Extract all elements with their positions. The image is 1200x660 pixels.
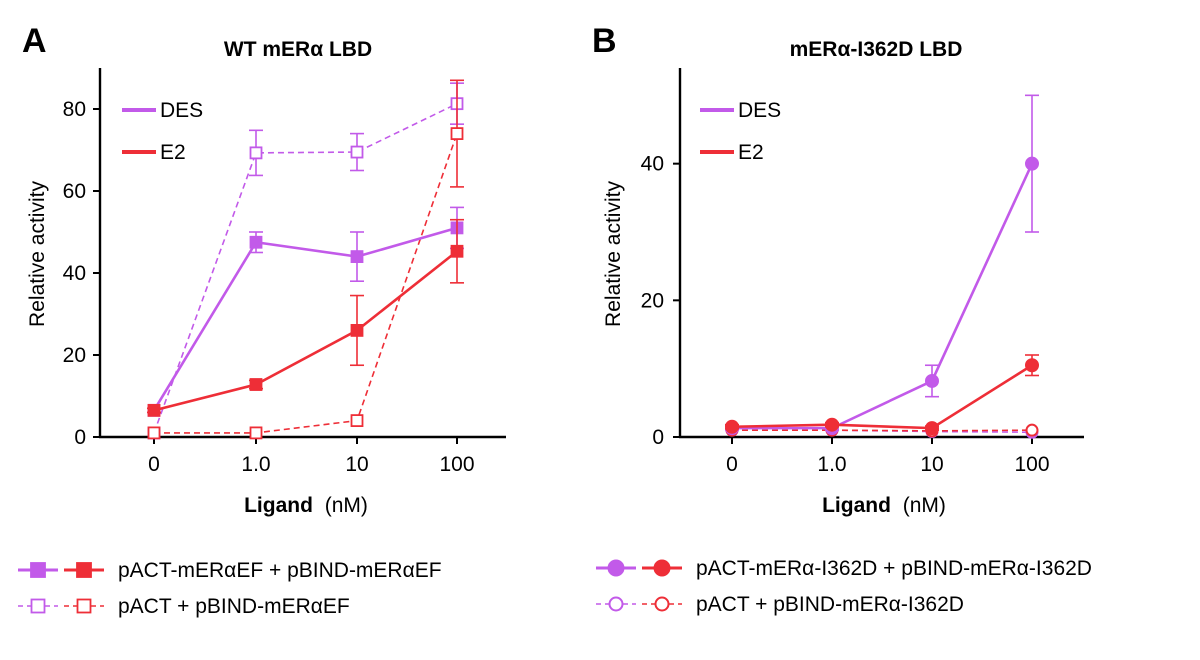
bottom-legend-marker — [608, 596, 624, 612]
panel-a-series-e2-solid — [147, 218, 464, 417]
panel-a-y-tick-label: 80 — [63, 98, 86, 121]
panel-a-series-des-dashed — [147, 82, 464, 440]
panel-a-ylabel: Relative activity — [26, 181, 49, 327]
panel-b-y-tick-label: 20 — [641, 289, 664, 312]
panel-b-plot: 0 20 40 0 1.0 10 100 DES E2 — [641, 68, 1084, 476]
panel-a-letter: A — [22, 22, 47, 60]
panel-b-data-point — [925, 373, 939, 388]
panel-a-series-des-solid — [147, 206, 464, 417]
panel-b-legend-label: DES — [738, 99, 781, 122]
panel-a-x-tick-label: 100 — [439, 453, 474, 476]
panel-a-xlabel-unit: (nM) — [325, 494, 368, 517]
bottom-legend-marker — [76, 598, 92, 614]
panel-b-xlabel-unit: (nM) — [903, 494, 946, 517]
panel-b-xlabel: Ligand (nM) — [822, 494, 946, 517]
panel-a-xlabel: Ligand (nM) — [244, 494, 368, 517]
panel-b-x-tick-label: 0 — [726, 453, 738, 476]
panel-a-xlabel-bold: Ligand — [244, 494, 313, 517]
panel-b-series-e2-solid — [725, 354, 1039, 436]
bottom-legend-marker — [30, 598, 46, 614]
panel-b-data-point — [1025, 358, 1039, 373]
panel-a-series-line — [153, 102, 458, 434]
panel-a-x-tick-label: 0 — [148, 453, 160, 476]
bottom-legend-marker — [76, 562, 92, 578]
bottom-legend-label: pACT + pBIND-mERα-I362D — [696, 593, 964, 616]
panel-a-x-tick-label: 10 — [345, 453, 368, 476]
panel-b-data-point — [1025, 156, 1039, 171]
panel-a-legend-label: E2 — [160, 141, 186, 164]
bottom-legend-swatch — [18, 562, 104, 578]
panel-a-y-tick-label: 60 — [63, 180, 86, 203]
panel-a-data-point — [450, 244, 464, 258]
panel-a-title: WT mERα LBD — [224, 38, 372, 61]
panel-a-legend-label: DES — [160, 99, 203, 122]
panel-b-ylabel: Relative activity — [602, 181, 625, 327]
panel-a-data-point — [249, 235, 263, 249]
panel-b-x-tick-label: 10 — [920, 453, 943, 476]
panel-b-y-tick-label: 0 — [652, 426, 664, 449]
panel-b-xlabel-bold: Ligand — [822, 494, 891, 517]
bottom-legend-swatch — [596, 596, 682, 612]
panel-a-y-tick-label: 0 — [74, 426, 86, 449]
panel-b-x-tick-label: 1.0 — [817, 453, 846, 476]
panel-a-data-point — [249, 378, 263, 391]
bottom-legend-marker — [607, 559, 625, 577]
bottom-legend: pACT-mERαEF + pBIND-mERαEF pACT + pBIND-m… — [18, 557, 1092, 618]
panel-b-legend-label: E2 — [738, 141, 764, 164]
panel-a-data-point — [249, 146, 263, 160]
panel-a-data-point — [350, 323, 364, 337]
panel-b-title: mERα-I362D LBD — [790, 38, 963, 61]
panel-b-data-point — [925, 421, 939, 436]
panel-a-data-point — [350, 414, 364, 428]
panel-b-series-line — [732, 163, 1034, 430]
panel-b-x-tick-label: 100 — [1014, 453, 1049, 476]
panel-a-y-tick-label: 20 — [63, 344, 86, 367]
panel-a-data-point — [249, 426, 263, 440]
panel-a-plot: 0 20 40 60 80 0 1.0 10 100 DES E2 — [63, 68, 506, 476]
panel-b-data-point — [825, 417, 839, 432]
panel-b-y-tick-label: 40 — [641, 153, 664, 176]
panel-a-y-tick-label: 40 — [63, 262, 86, 285]
panel-a-series-e2-dashed — [147, 79, 464, 440]
bottom-legend-label: pACT + pBIND-mERαEF — [118, 595, 350, 618]
panel-b-series-line — [731, 364, 1033, 430]
bottom-legend-label: pACT-mERαEF + pBIND-mERαEF — [118, 559, 442, 582]
panel-a-series-line — [152, 226, 458, 412]
panel-a-x-tick-label: 1.0 — [241, 453, 270, 476]
bottom-legend-swatch — [18, 598, 104, 614]
panel-a-data-point — [450, 127, 464, 141]
bottom-legend-marker — [30, 562, 46, 578]
panel-b-series-des-solid — [725, 94, 1039, 436]
panel-a-data-point — [350, 145, 364, 159]
panel-a-series-line — [154, 133, 458, 434]
panel-a-data-point — [350, 250, 364, 264]
bottom-legend-label: pACT-mERα-I362D + pBIND-mERα-I362D — [696, 557, 1092, 580]
panel-b-data-point — [1025, 423, 1039, 437]
bottom-legend-marker — [653, 559, 671, 577]
panel-b-series-line — [732, 429, 1033, 432]
panel-a-data-point — [147, 403, 161, 417]
panel-b-letter: B — [592, 22, 617, 60]
bottom-legend-swatch — [596, 559, 682, 577]
bottom-legend-marker — [654, 596, 670, 612]
panel-a-data-point — [147, 426, 161, 440]
panel-a-series-line — [153, 250, 458, 412]
panel-b-data-point — [725, 419, 739, 434]
